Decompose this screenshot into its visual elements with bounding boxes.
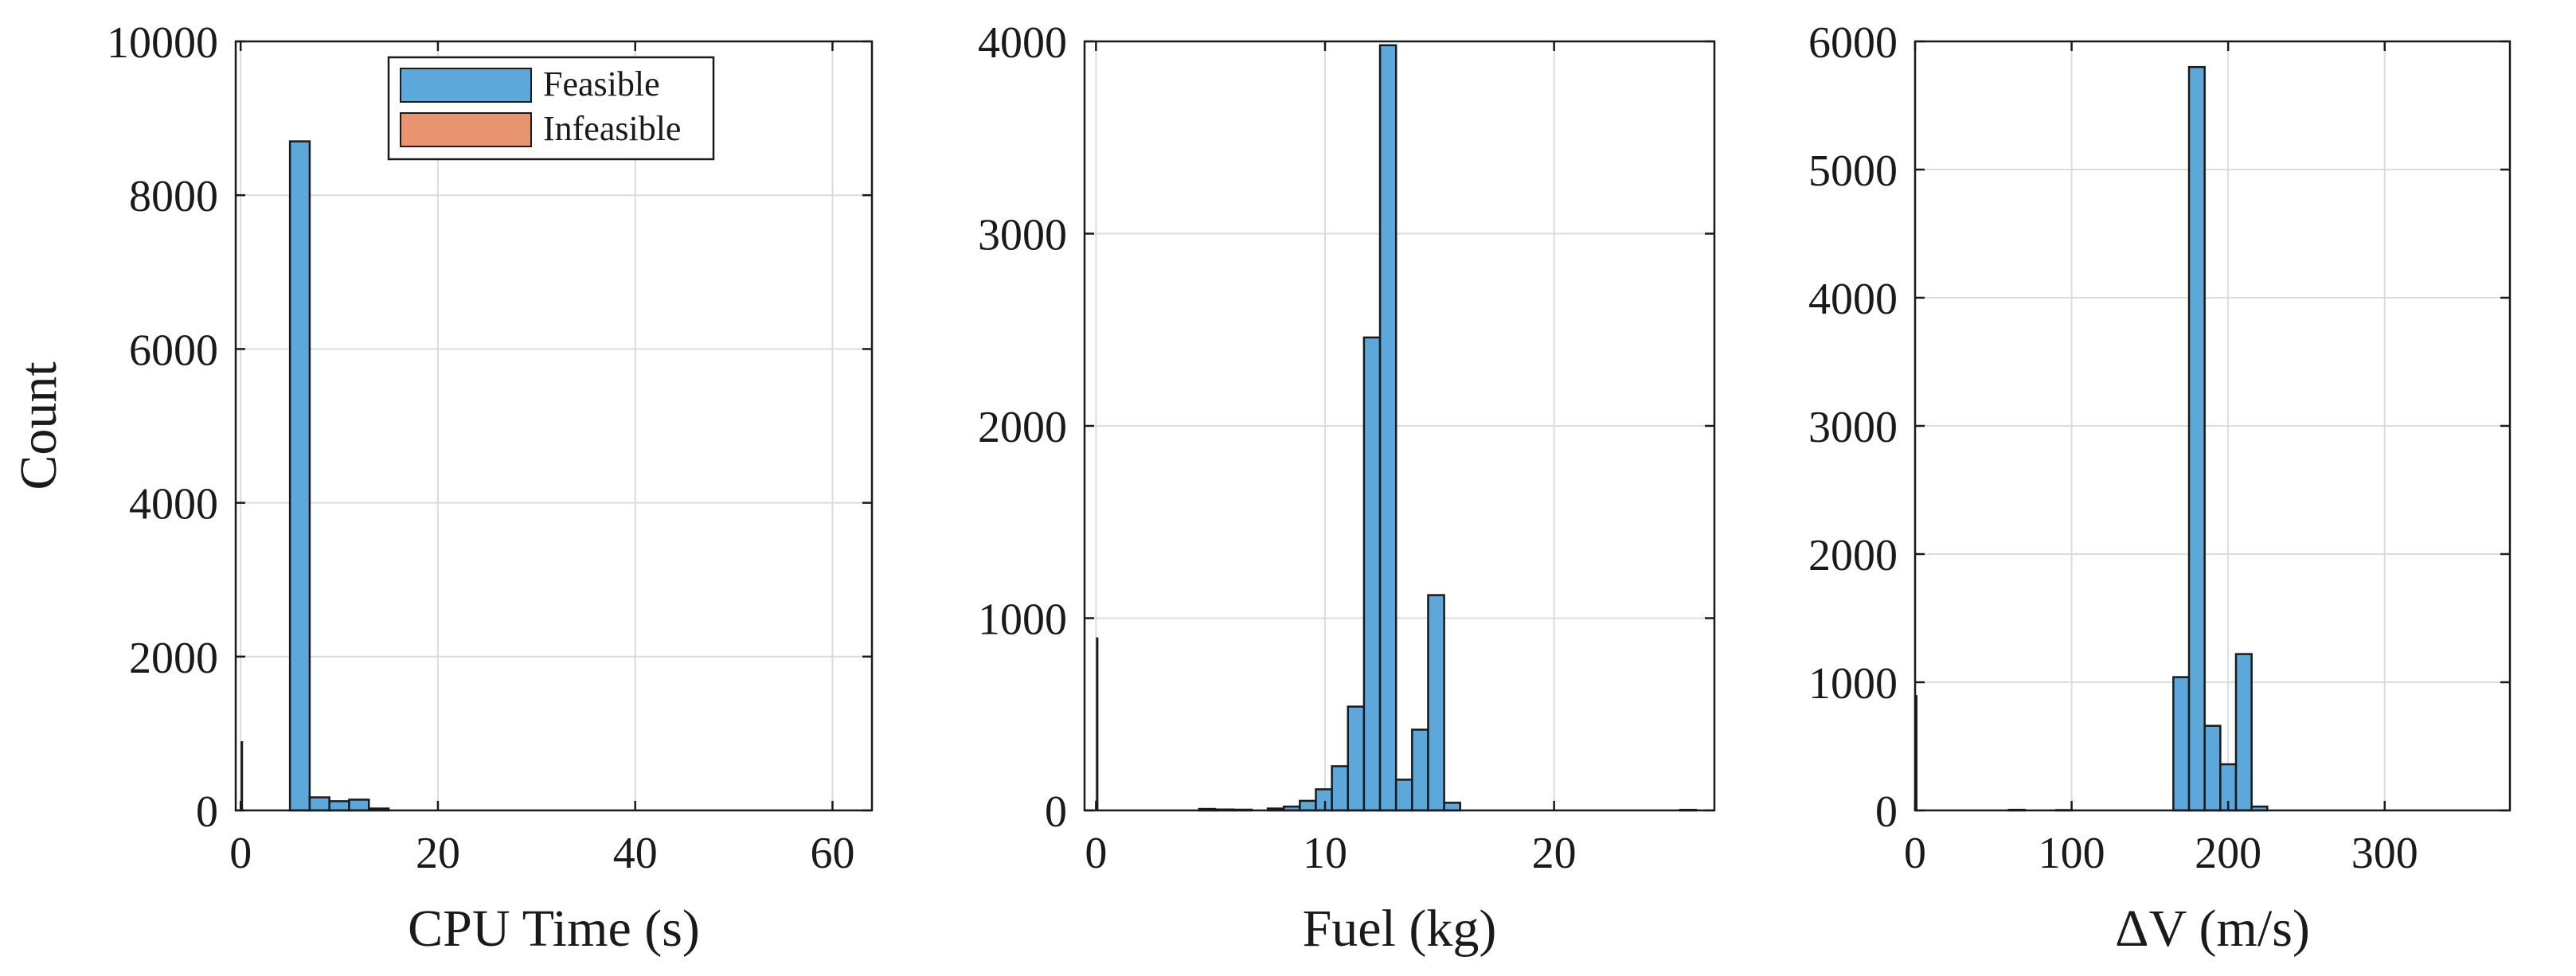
y-tick-label: 3000 [978,211,1067,260]
y-axis-label: Count [10,361,68,490]
feasible-bar [1331,765,1350,812]
feasible-bar [2203,724,2222,812]
feasible-bar [2187,65,2206,812]
feasible-bar [1427,594,1445,812]
feasible-bar [288,140,311,812]
x-tick-label: 40 [613,829,658,878]
feasible-bar [1378,44,1397,812]
y-tick-label: 0 [1875,787,1898,837]
y-tick-label: 2000 [1808,531,1898,580]
y-tick-label: 5000 [1808,146,1898,196]
feasible-bar [1347,705,1366,812]
axes-box [234,40,874,812]
x-tick-label: 20 [1532,829,1577,878]
legend: Feasible Infeasible [387,56,715,161]
y-tick-label: 0 [196,787,218,837]
x-tick-label: 300 [2351,829,2418,878]
legend-swatch-feasible [400,68,532,103]
y-tick-label: 4000 [129,480,218,529]
y-tick-label: 2000 [978,403,1067,452]
legend-entry: Feasible [543,64,660,103]
y-tick-label: 4000 [978,18,1067,68]
x-tick-label: 10 [1303,829,1347,878]
histogram-panel-2: 0 10 20 0 1000 2000 3000 4000 Fuel (kg) [978,18,1716,958]
feasible-bar [1411,728,1429,812]
legend-entry: Infeasible [543,109,681,148]
x-axis-label: ΔV (m/s) [2115,900,2310,958]
y-tick-label: 0 [1045,787,1067,837]
x-axis-label: CPU Time (s) [408,900,700,958]
x-tick-label: 0 [229,829,252,878]
x-tick-label: 0 [1085,829,1107,878]
feasible-bar [328,800,350,812]
infeasible-bar [240,741,244,810]
feasible-bar [308,796,330,812]
feasible-bar [1299,799,1317,812]
legend-swatch-infeasible [400,112,532,147]
y-tick-label: 8000 [129,172,218,221]
x-tick-label: 0 [1904,829,1926,878]
feasible-bar [1394,779,1413,812]
x-tick-label: 200 [2195,829,2261,878]
y-tick-label: 2000 [129,634,218,683]
x-axis-label: Fuel (kg) [1303,900,1497,958]
feasible-bar [2234,653,2253,812]
feasible-bar [348,798,370,812]
feasible-bar [1443,802,1461,812]
infeasible-bar [1096,637,1099,810]
y-tick-label: 6000 [1808,18,1898,68]
x-tick-label: 100 [2039,829,2105,878]
x-tick-label: 60 [810,829,854,878]
feasible-bar [1362,336,1382,812]
histogram-panel-1: 0 20 40 60 0 2000 4000 6000 8000 10000 CPU Time (s… [10,18,874,958]
y-tick-label: 6000 [129,326,218,375]
x-tick-label: 20 [416,829,460,878]
y-tick-label: 1000 [978,595,1067,645]
y-tick-label: 10000 [107,18,218,68]
y-tick-label: 4000 [1808,275,1898,324]
infeasible-bar [1915,695,1917,810]
feasible-bar [2172,676,2191,812]
y-tick-label: 1000 [1808,659,1898,709]
feasible-bar [1315,788,1333,812]
y-tick-label: 3000 [1808,403,1898,452]
